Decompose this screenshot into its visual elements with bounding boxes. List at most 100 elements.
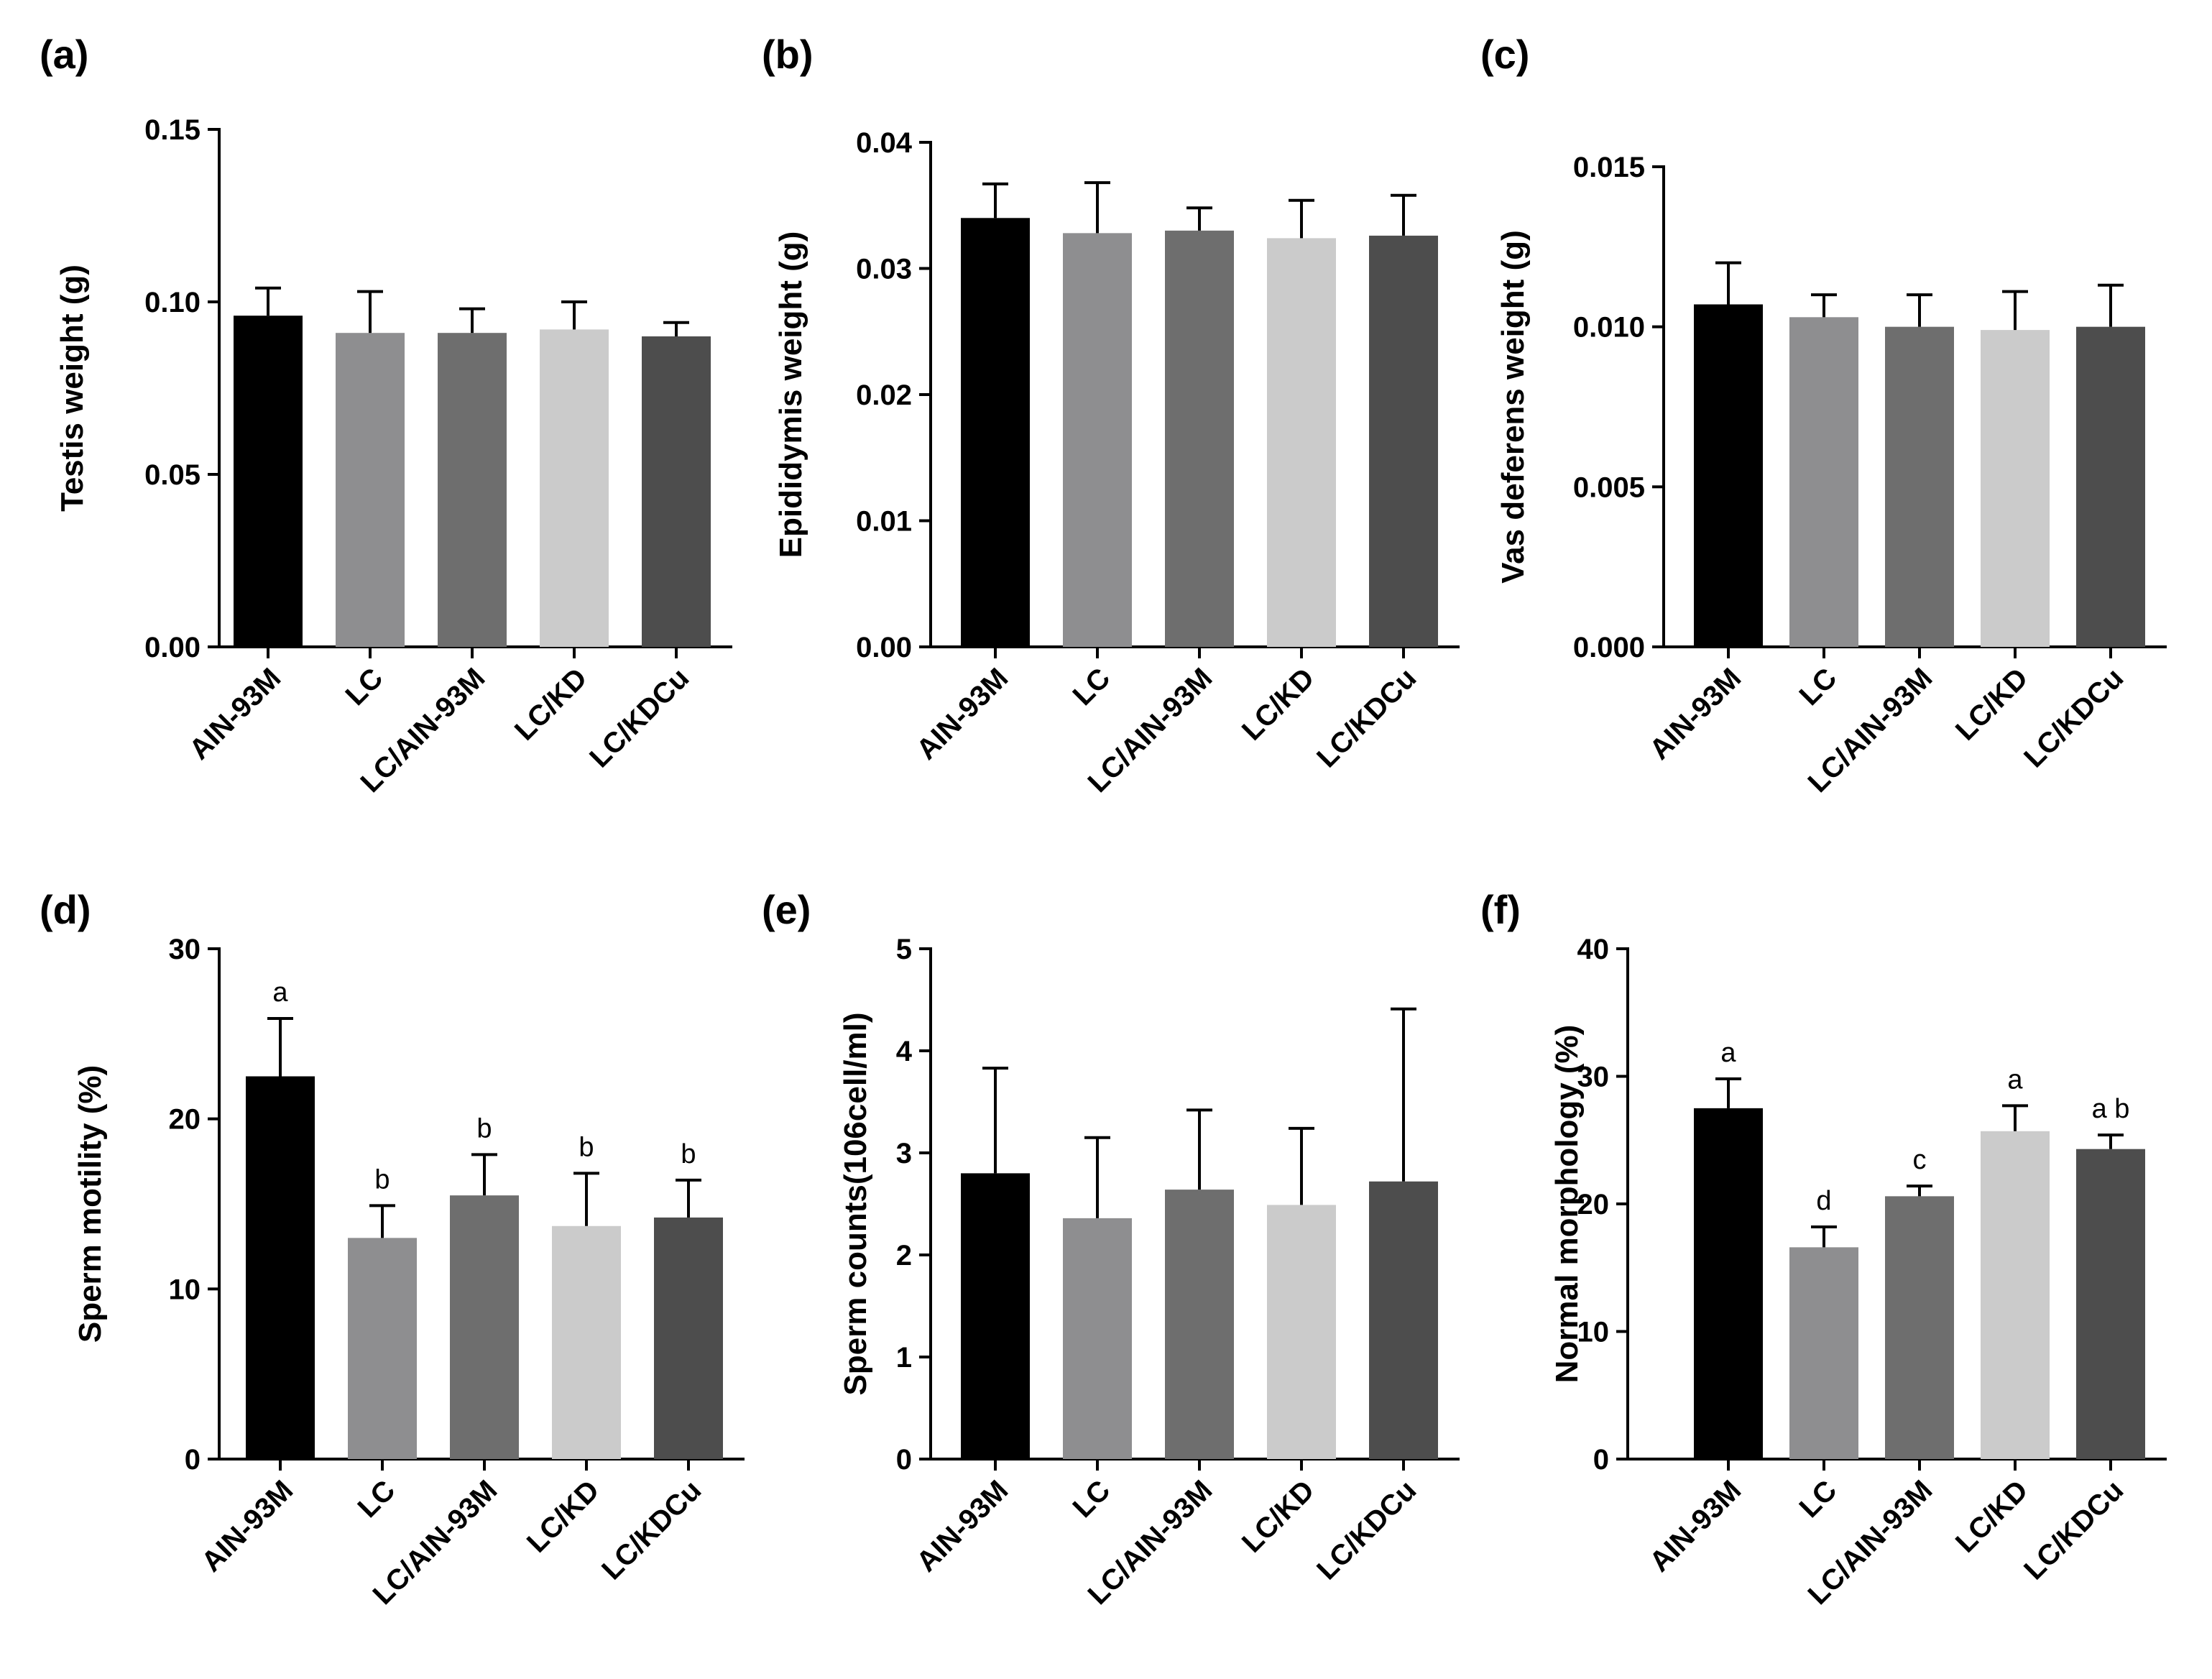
- panel-d-category-label: LC/KDCu: [596, 1474, 707, 1586]
- panel-d-bar: [246, 1076, 315, 1459]
- panel-a-category-label: LC/KD: [509, 662, 594, 747]
- panel-a-bar: [540, 329, 609, 647]
- panel-b-y-axis-title: Epididymis weight (g): [773, 231, 808, 558]
- panel-d-bar: [348, 1238, 417, 1459]
- panel-a-bar: [234, 316, 303, 647]
- panel-c-bar: [1981, 330, 2050, 647]
- panel-d-category-label: LC/KD: [521, 1474, 606, 1559]
- panel-b-y-tick-label: 0.04: [856, 127, 913, 159]
- panel-a-bar: [438, 333, 507, 647]
- panel-c-label: (c): [1480, 32, 1529, 77]
- panel-d-significance-label: b: [579, 1132, 594, 1162]
- panel-b-y-tick-label: 0.02: [856, 380, 912, 411]
- panel-f-y-axis-title: Normal morphology (%): [1549, 1025, 1585, 1384]
- panel-f-significance-label: a: [1720, 1038, 1736, 1068]
- panel-b-y-tick-label: 0.01: [856, 506, 912, 538]
- panel-b-category-label: AIN-93M: [911, 662, 1014, 765]
- panel-b-category-label: LC: [1067, 662, 1117, 712]
- panel-f-significance-label: d: [1816, 1186, 1831, 1216]
- panel-e-label: (e): [762, 887, 811, 932]
- panel-f-bar: [1981, 1131, 2050, 1459]
- panel-c-bar: [1789, 317, 1858, 647]
- panel-b-y-tick-label: 0.00: [856, 632, 912, 663]
- panel-d-label: (d): [40, 887, 91, 932]
- panel-c-y-tick-label: 0.015: [1573, 152, 1645, 183]
- panel-f-y-tick-label: 10: [1577, 1317, 1610, 1348]
- panel-b-bar: [1063, 233, 1132, 647]
- panel-d-significance-label: a: [272, 978, 288, 1008]
- panel-b-y-tick-label: 0.03: [856, 254, 912, 285]
- panel-e-y-tick-label: 3: [896, 1138, 912, 1169]
- panel-d-y-tick-label: 10: [169, 1274, 201, 1305]
- panel-b-bar: [1267, 238, 1336, 647]
- panel-f-category-label: LC: [1794, 1474, 1843, 1524]
- panel-c-category-label: LC/KD: [1950, 662, 2034, 747]
- panel-f-category-label: AIN-93M: [1644, 1474, 1747, 1578]
- panel-e-bar: [1063, 1218, 1132, 1459]
- panel-f-bar: [1789, 1247, 1858, 1459]
- panel-e-y-tick-label: 5: [896, 934, 912, 965]
- panel-e-y-tick-label: 4: [896, 1036, 913, 1067]
- panel-d-bar: [654, 1217, 723, 1459]
- panel-f-category-label: LC/KDCu: [2018, 1474, 2129, 1586]
- panel-a-y-tick-label: 0.00: [144, 632, 201, 663]
- panel-c-y-tick-label: 0.010: [1573, 312, 1645, 344]
- panel-d-y-tick-label: 0: [185, 1444, 201, 1476]
- panel-b-bar: [1369, 235, 1438, 647]
- panel-d-y-axis-title: Sperm motility (%): [73, 1065, 108, 1343]
- panel-a-label: (a): [40, 32, 88, 77]
- panel-c-bar: [1694, 304, 1763, 647]
- panel-c-category-label: LC: [1794, 662, 1843, 712]
- panel-f-significance-label: a b: [2092, 1094, 2130, 1124]
- panel-d-bar: [552, 1225, 621, 1459]
- panel-f-bar: [1885, 1196, 1954, 1459]
- panel-f-category-label: LC/KD: [1950, 1474, 2034, 1559]
- panel-f-y-tick-label: 20: [1577, 1189, 1610, 1220]
- panel-c-category-label: LC/KDCu: [2018, 662, 2129, 773]
- panel-b-label: (b): [762, 32, 814, 77]
- panel-f-significance-label: a: [2007, 1064, 2023, 1095]
- panel-e-bar: [961, 1173, 1030, 1459]
- panel-d-y-tick-label: 30: [169, 934, 201, 965]
- panel-b-category-label: LC/KDCu: [1311, 662, 1422, 773]
- panel-a-bar: [642, 336, 711, 647]
- panel-c-bar: [2076, 326, 2145, 647]
- panel-f-bar: [2076, 1149, 2145, 1459]
- panel-e-bar: [1369, 1181, 1438, 1459]
- panel-e-bar: [1267, 1205, 1336, 1459]
- panel-b-bar: [961, 218, 1030, 647]
- panel-e-y-axis-title: Sperm counts(106cell/ml): [838, 1012, 873, 1395]
- panel-f-bar: [1694, 1108, 1763, 1459]
- panel-e-category-label: AIN-93M: [911, 1474, 1014, 1578]
- panel-a-category-label: AIN-93M: [183, 662, 287, 765]
- panel-e-category-label: LC/KD: [1236, 1474, 1321, 1559]
- panel-d-significance-label: b: [476, 1113, 492, 1144]
- panel-c-y-tick-label: 0.005: [1573, 472, 1645, 503]
- panel-b-category-label: LC/KD: [1236, 662, 1321, 747]
- panel-e-y-tick-label: 2: [896, 1240, 912, 1271]
- panel-c-y-axis-title: Vas deferens weight (g): [1496, 230, 1531, 583]
- panel-d-y-tick-label: 20: [169, 1104, 201, 1136]
- panel-f-label: (f): [1480, 887, 1521, 932]
- panel-d-significance-label: b: [681, 1139, 696, 1169]
- panel-d-bar: [450, 1195, 519, 1459]
- panel-f-y-tick-label: 0: [1593, 1444, 1609, 1476]
- panel-e-category-label: LC: [1067, 1474, 1117, 1524]
- panel-a-category-label: LC/KDCu: [584, 662, 695, 773]
- panel-c-bar: [1885, 326, 1954, 647]
- panel-f-y-tick-label: 40: [1577, 934, 1610, 965]
- panel-f-significance-label: c: [1913, 1145, 1927, 1175]
- panel-a-y-tick-label: 0.15: [144, 114, 201, 146]
- panel-a-bar: [336, 333, 405, 647]
- panel-d-significance-label: b: [374, 1164, 390, 1195]
- panel-e-category-label: LC/KDCu: [1311, 1474, 1422, 1586]
- panel-e-y-tick-label: 0: [896, 1444, 912, 1476]
- panel-f-y-tick-label: 30: [1577, 1062, 1610, 1093]
- panel-e-bar: [1165, 1190, 1234, 1459]
- panel-c-category-label: AIN-93M: [1644, 662, 1747, 765]
- panel-a-y-tick-label: 0.05: [144, 459, 201, 491]
- panel-e-y-tick-label: 1: [896, 1342, 912, 1374]
- panel-c-y-tick-label: 0.000: [1573, 632, 1645, 663]
- panel-b-bar: [1165, 230, 1234, 648]
